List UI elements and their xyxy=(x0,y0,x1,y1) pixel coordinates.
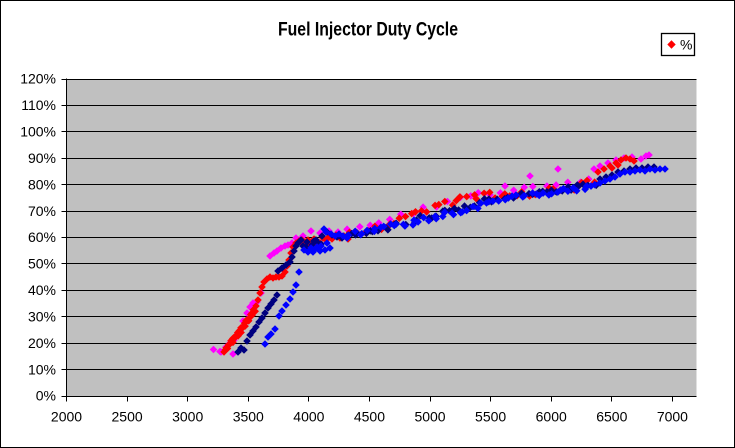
svg-text:6000: 6000 xyxy=(536,409,567,425)
svg-text:7000: 7000 xyxy=(657,409,688,425)
svg-text:3500: 3500 xyxy=(233,409,264,425)
svg-text:3000: 3000 xyxy=(172,409,203,425)
svg-text:4500: 4500 xyxy=(354,409,385,425)
svg-text:4000: 4000 xyxy=(293,409,324,425)
svg-text:40%: 40% xyxy=(28,282,56,298)
svg-text:50%: 50% xyxy=(28,256,56,272)
svg-text:5500: 5500 xyxy=(475,409,506,425)
svg-text:30%: 30% xyxy=(28,308,56,324)
svg-text:%: % xyxy=(680,37,692,53)
svg-text:5000: 5000 xyxy=(414,409,445,425)
svg-text:100%: 100% xyxy=(20,124,56,140)
svg-text:110%: 110% xyxy=(21,97,56,113)
svg-text:6500: 6500 xyxy=(596,409,627,425)
svg-text:90%: 90% xyxy=(28,150,56,166)
svg-text:2000: 2000 xyxy=(51,409,82,425)
svg-text:20%: 20% xyxy=(28,335,56,351)
svg-text:120%: 120% xyxy=(20,71,56,87)
svg-text:0%: 0% xyxy=(36,388,56,404)
svg-text:Fuel Injector Duty Cycle: Fuel Injector Duty Cycle xyxy=(278,20,458,41)
svg-text:70%: 70% xyxy=(28,203,56,219)
svg-text:2500: 2500 xyxy=(112,409,143,425)
svg-text:60%: 60% xyxy=(28,229,56,245)
svg-text:10%: 10% xyxy=(28,361,56,377)
svg-text:80%: 80% xyxy=(28,176,56,192)
